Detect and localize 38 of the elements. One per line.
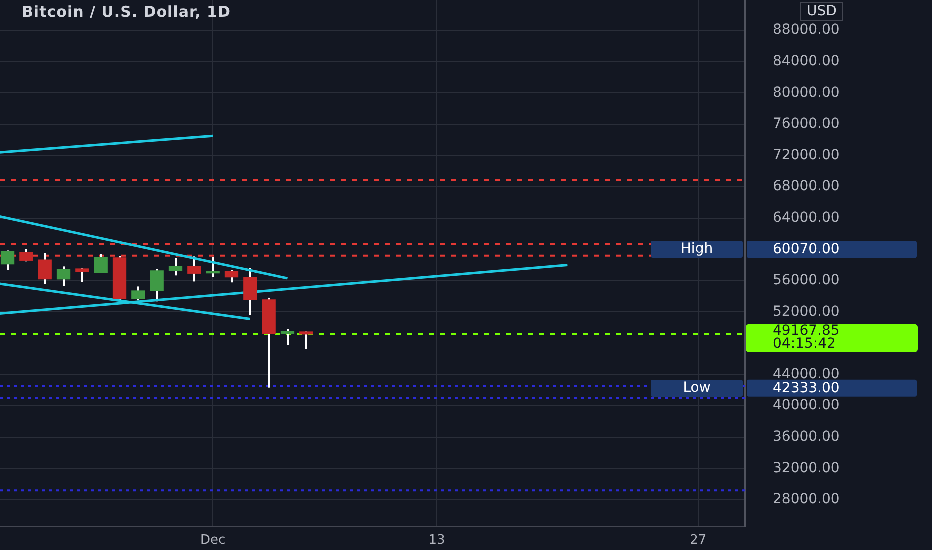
- candlestick: [20, 248, 34, 263]
- x-tick-label: 13: [428, 533, 446, 548]
- text: 42333.00: [773, 380, 840, 396]
- y-tick-label: 80000.00: [773, 84, 840, 101]
- y-tick-label: 40000.00: [773, 398, 840, 414]
- text: 04:15:42: [773, 336, 836, 352]
- y-tick-label: 52000.00: [773, 304, 840, 320]
- y-tick-label: 32000.00: [773, 460, 840, 476]
- y-tick-label: 64000.00: [773, 210, 840, 226]
- candlestick: [38, 252, 52, 286]
- label-tag: High: [651, 241, 743, 258]
- candlestick: [188, 256, 202, 283]
- y-tick-label: 88000.00: [773, 22, 840, 38]
- x-tick-label: 27: [690, 533, 707, 548]
- chart-title: Bitcoin / U.S. Dollar, 1D: [22, 3, 231, 21]
- candlestick: [244, 267, 258, 316]
- candlestick: [132, 286, 146, 302]
- text: USD: [807, 4, 837, 20]
- candlestick: [206, 256, 220, 278]
- candlestick: [76, 267, 90, 284]
- y-tick-label: 36000.00: [773, 429, 840, 446]
- x-tick-label: Dec: [200, 533, 226, 548]
- candlestick: [224, 269, 239, 284]
- text: 60070.00: [773, 242, 840, 258]
- candlestick: [300, 330, 314, 350]
- candlestick: [280, 328, 295, 346]
- candlestick: [56, 266, 71, 287]
- y-tick-label: 56000.00: [773, 272, 840, 289]
- candlestick: [94, 252, 108, 274]
- y-tick-label: 72000.00: [773, 147, 840, 164]
- y-tick-label: 76000.00: [773, 116, 840, 132]
- candlestick: [0, 250, 15, 272]
- label-tag: Low: [651, 380, 743, 397]
- candlestick: [168, 257, 183, 277]
- y-tick-label: 84000.00: [773, 53, 840, 70]
- y-tick-label: 68000.00: [773, 178, 840, 195]
- y-tick-label: 28000.00: [773, 492, 840, 508]
- y-tick-label: 44000.00: [773, 366, 840, 382]
